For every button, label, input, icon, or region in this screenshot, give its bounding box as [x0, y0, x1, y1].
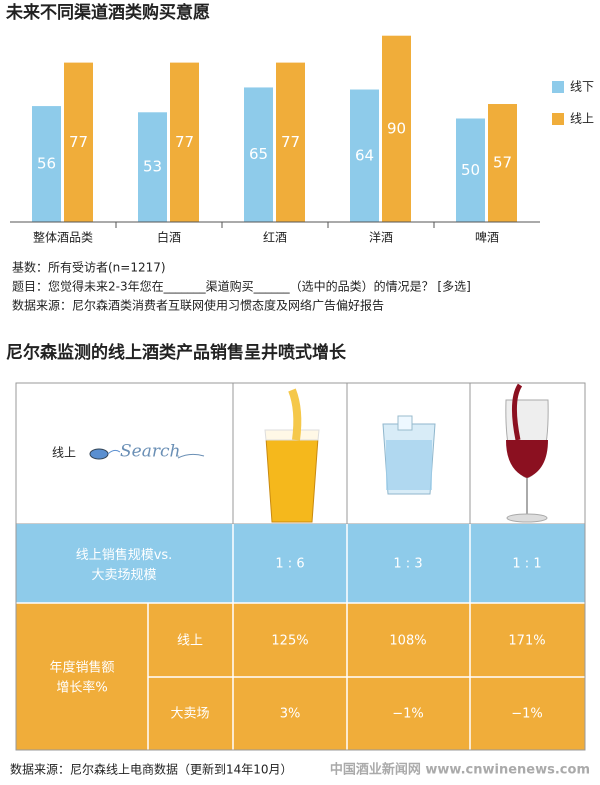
cell: −1%	[511, 707, 543, 722]
bar	[456, 118, 485, 222]
x-tick-label: 红酒	[263, 230, 287, 245]
legend-label: 线上	[570, 112, 594, 126]
cell: −1%	[392, 707, 424, 722]
row-name: 大卖场	[170, 707, 209, 722]
bar	[488, 104, 517, 222]
row-name: 线上	[177, 634, 203, 649]
x-tick-label: 整体酒品类	[33, 230, 93, 245]
value-label: 77	[175, 133, 194, 151]
cable	[177, 453, 205, 459]
cell: 171%	[508, 634, 545, 649]
legend-swatch	[552, 113, 564, 125]
mouse-icon	[89, 448, 109, 460]
value-label: 90	[387, 119, 406, 137]
x-tick-label: 啤酒	[475, 230, 499, 245]
cable	[107, 449, 121, 455]
table: 线上 Search 线上销售规模vs. 大卖场规模 1 : 6 1 : 3 1 …	[15, 382, 586, 751]
cell: 1 : 1	[512, 557, 541, 572]
x-tick-label: 白酒	[157, 230, 181, 245]
bar	[32, 106, 61, 222]
table-title: 尼尔森监测的线上酒类产品销售呈井喷式增长	[6, 342, 347, 363]
row-label: 大卖场规模	[91, 568, 156, 583]
row-label: 增长率%	[56, 680, 107, 696]
bar	[382, 35, 411, 223]
cell: 1 : 6	[275, 557, 304, 572]
cell: 108%	[389, 634, 426, 649]
bar	[138, 112, 167, 222]
table-border	[15, 382, 586, 751]
value-label: 64	[355, 146, 374, 164]
bar	[170, 62, 199, 222]
note: 基数：所有受访者(n=1217)	[12, 260, 166, 275]
watermark: 中国酒业新闻网 www.cnwinenews.com	[330, 762, 590, 778]
search-label: 线上	[52, 446, 76, 460]
search-text: Search	[120, 442, 180, 462]
value-label: 65	[249, 145, 268, 163]
legend-swatch	[552, 81, 564, 93]
footer-source: 数据来源：尼尔森线上电商数据（更新到14年10月）	[10, 762, 293, 777]
beer-glass	[264, 388, 320, 523]
chart-title: 未来不同渠道酒类购买意愿	[5, 2, 210, 23]
wine-glass	[505, 383, 549, 523]
value-label: 77	[281, 133, 300, 151]
value-label: 56	[37, 155, 56, 173]
x-tick-label: 洋酒	[369, 230, 393, 245]
value-label: 53	[143, 158, 162, 176]
value-label: 77	[69, 133, 88, 151]
cell: 3%	[280, 707, 301, 722]
bar	[64, 62, 93, 222]
grid	[16, 524, 585, 750]
row-label: 线上销售规模vs.	[76, 547, 173, 563]
value-label: 50	[461, 161, 480, 179]
note: 题目：您觉得未来2-3年您在_______渠道购买______（选中的品类）的情…	[12, 279, 471, 294]
water-glass	[382, 415, 436, 495]
bar	[244, 87, 273, 222]
note: 数据来源：尼尔森酒类消费者互联网使用习惯态度及网络广告偏好报告	[12, 298, 384, 313]
grid	[232, 383, 471, 524]
bar	[350, 89, 379, 223]
cell: 1 : 3	[393, 557, 422, 572]
bar	[276, 62, 305, 222]
row-label: 年度销售额	[49, 660, 114, 676]
scale-row	[16, 524, 585, 603]
value-label: 57	[493, 154, 512, 172]
cell: 125%	[271, 634, 308, 649]
legend-label: 线下	[570, 80, 594, 94]
